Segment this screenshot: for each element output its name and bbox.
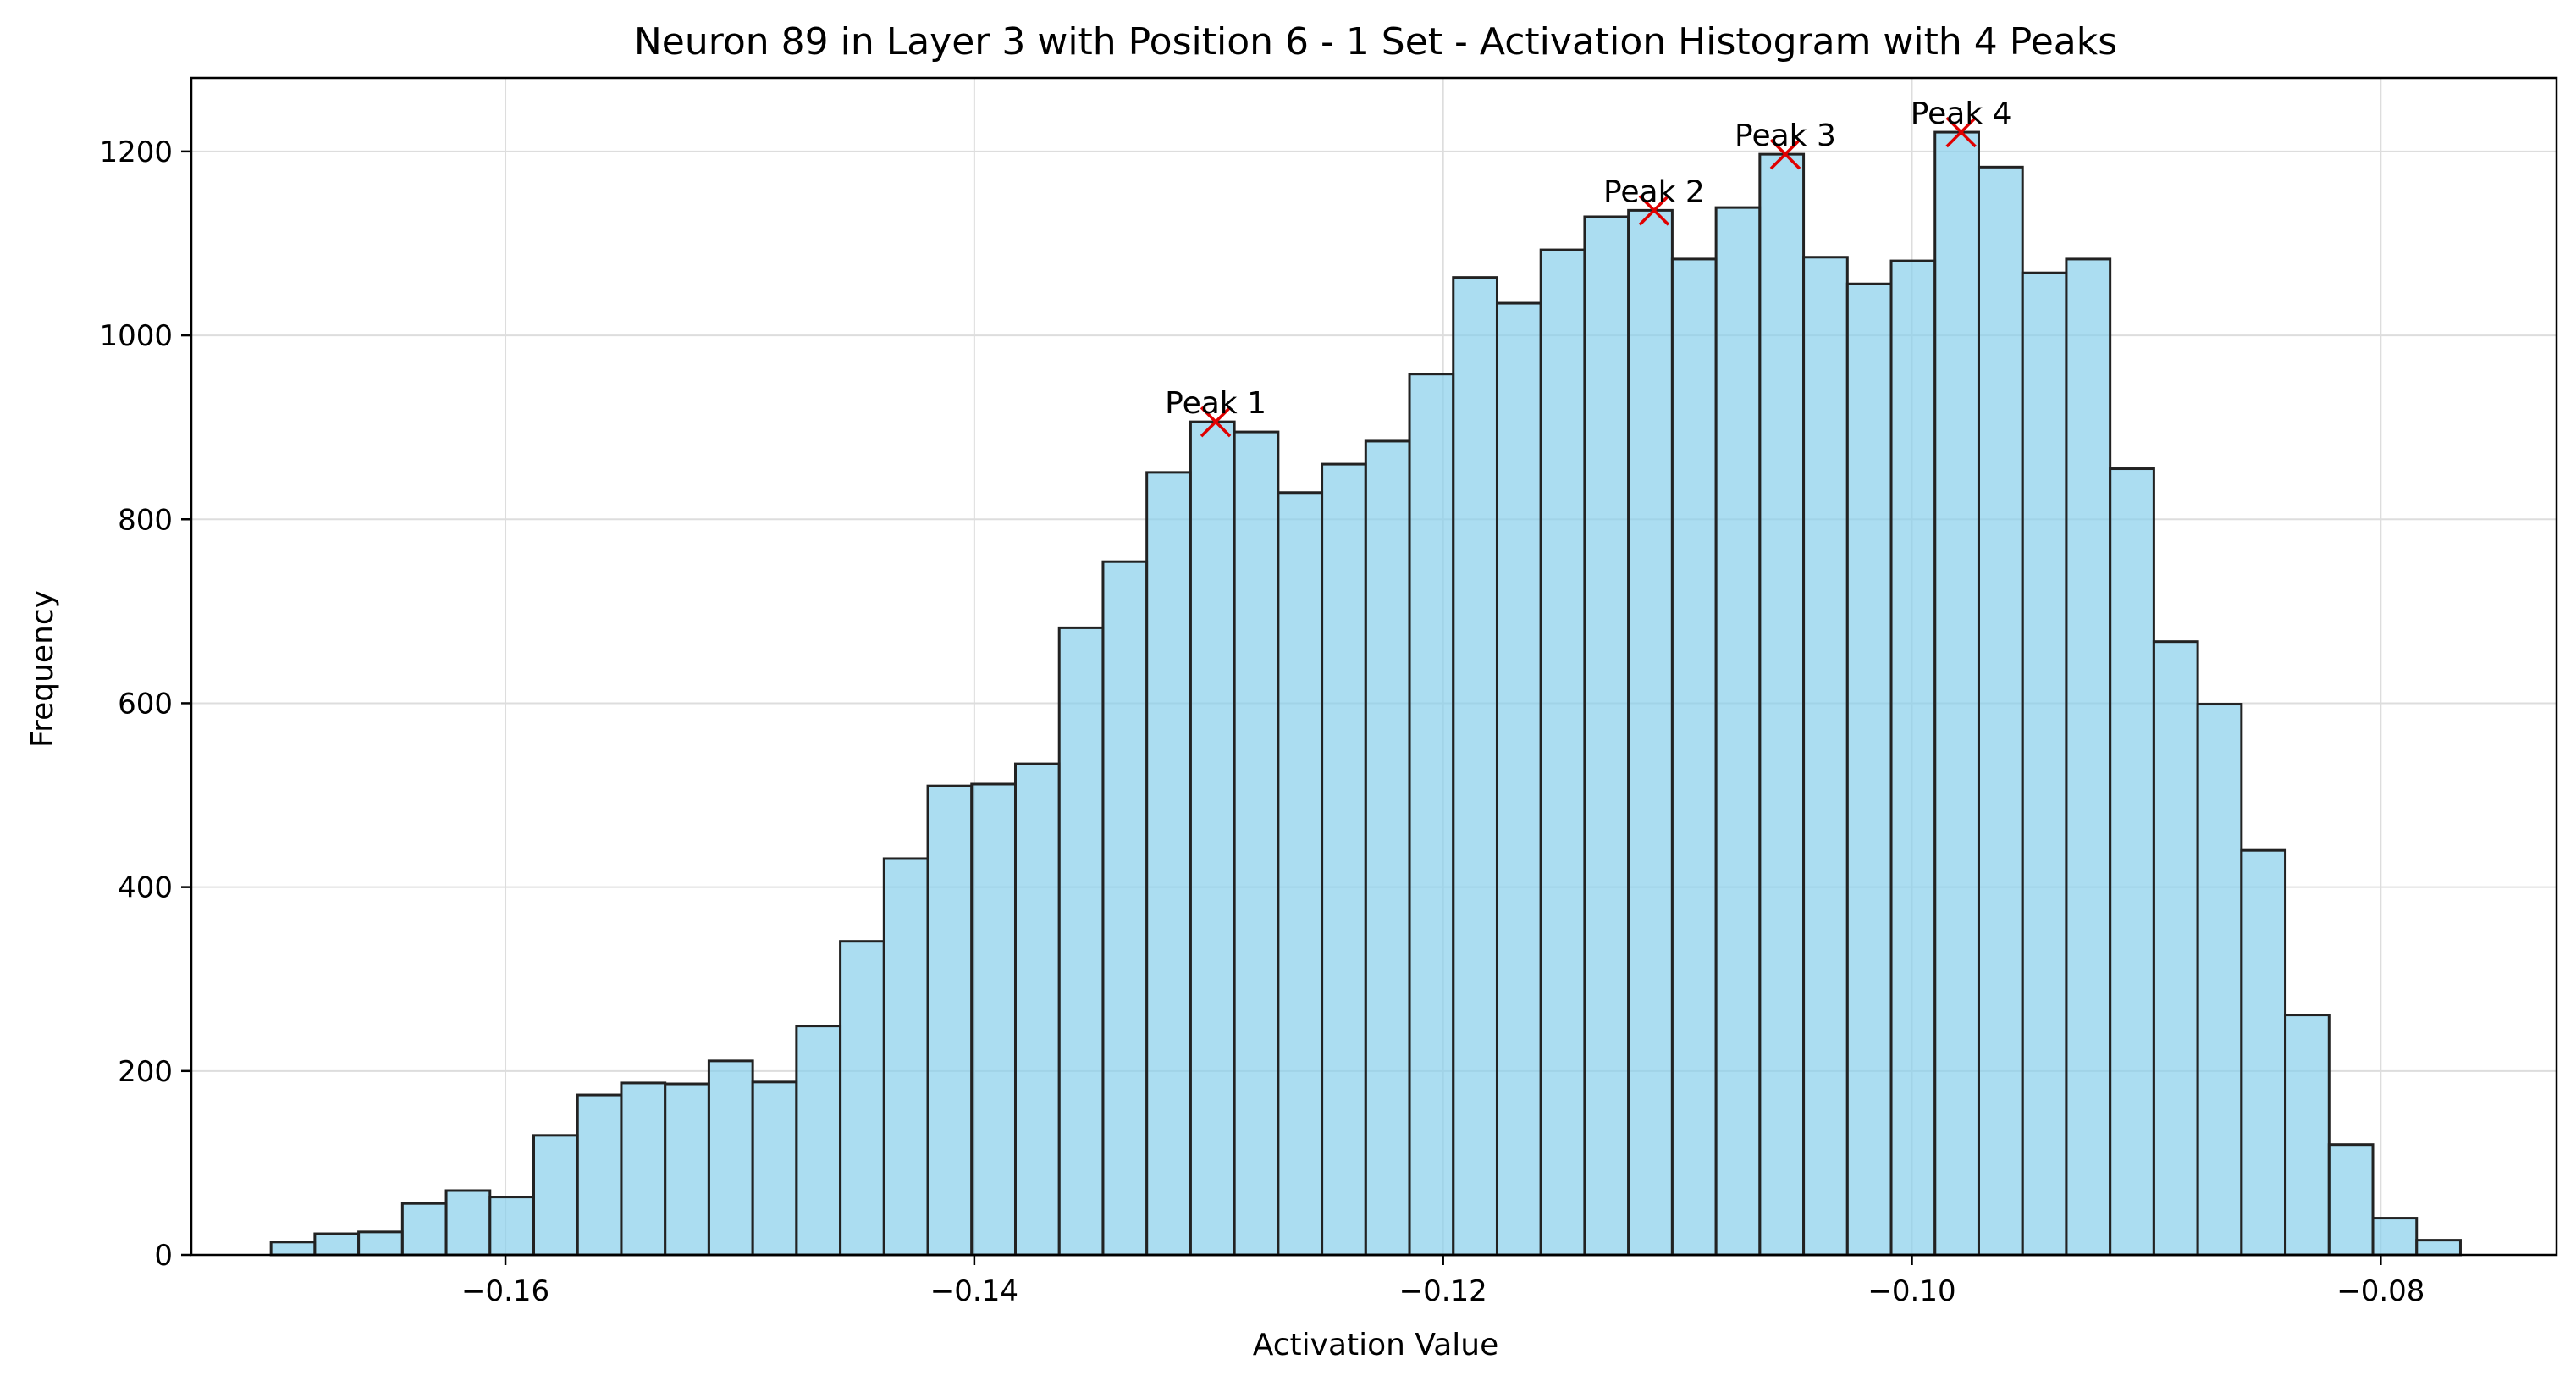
histogram-bars (269, 130, 2462, 1257)
histogram-bar (313, 1232, 361, 1257)
histogram-bar (444, 1189, 492, 1257)
histogram-bar (1057, 626, 1105, 1257)
histogram-bar (1758, 152, 1806, 1257)
histogram-bar (1889, 259, 1937, 1257)
histogram-bar (1495, 301, 1542, 1257)
histogram-bar (2327, 1143, 2375, 1257)
histogram-bar (2152, 640, 2199, 1257)
peak-label: Peak 1 (1165, 386, 1266, 421)
histogram-bar (1627, 208, 1674, 1257)
histogram-bar (1539, 248, 1586, 1257)
histogram-bar (882, 857, 929, 1257)
histogram-bar (707, 1059, 754, 1257)
peak-x-mark (1945, 116, 1977, 148)
x-tick-label: −0.14 (930, 1274, 1018, 1308)
y-tick-label: 400 (118, 871, 173, 905)
y-tick-label: 1200 (99, 135, 173, 169)
histogram-bar (1452, 276, 1498, 1257)
histogram-bar (1977, 165, 2024, 1257)
histogram-bar (2021, 271, 2068, 1257)
histogram-bar (1933, 130, 1980, 1257)
histogram-bar (2371, 1217, 2419, 1257)
histogram-bar (795, 1025, 842, 1257)
x-tick-label: −0.16 (461, 1274, 549, 1308)
histogram-bar (970, 782, 1017, 1257)
histogram-bar (2196, 703, 2243, 1257)
histogram-bar (2109, 467, 2155, 1257)
histogram-bar (751, 1080, 798, 1257)
histogram-bar (576, 1093, 623, 1257)
histogram-bar (1233, 430, 1280, 1257)
y-axis-label: Frequency (25, 590, 60, 748)
peak-label: Peak 3 (1735, 119, 1836, 153)
chart-title: Neuron 89 in Layer 3 with Position 6 - 1… (634, 20, 2117, 64)
histogram-bar (926, 784, 974, 1257)
histogram-bar (1101, 560, 1149, 1257)
histogram-bar (1583, 215, 1630, 1257)
histogram-bar (400, 1202, 448, 1257)
peak-markers: Peak 1 Peak 2 Peak 3 Peak 4 (1165, 97, 2012, 438)
peak-marker (1945, 116, 1977, 148)
histogram-bar (2240, 848, 2287, 1257)
y-tick-label: 0 (154, 1239, 173, 1273)
histogram-bar (1277, 491, 1324, 1257)
histogram-bar (357, 1230, 404, 1257)
x-tick-label: −0.08 (2336, 1274, 2424, 1308)
histogram-bar (839, 940, 885, 1257)
y-tick-label: 800 (118, 503, 173, 537)
histogram-bar (2284, 1014, 2331, 1257)
histogram-bar (664, 1082, 710, 1257)
histogram-bar (1145, 471, 1192, 1257)
y-axis-ticks: 0 200 400 600 800 1000 1200 (99, 135, 191, 1273)
plot-frame (190, 76, 2558, 1257)
histogram-bar (1321, 462, 1367, 1257)
peak-x-mark (1769, 138, 1801, 170)
histogram-bar (2065, 257, 2112, 1257)
histogram-bar (2415, 1239, 2462, 1257)
y-tick-label: 1000 (99, 319, 173, 353)
histogram-bar (532, 1134, 579, 1257)
peak-label: Peak 4 (1911, 97, 2012, 131)
peak-marker (1200, 406, 1232, 438)
peak-marker (1638, 195, 1670, 226)
histogram-bar (1013, 762, 1061, 1257)
histogram-bar (1714, 206, 1762, 1257)
x-tick-label: −0.12 (1399, 1274, 1487, 1308)
peak-x-mark (1200, 406, 1232, 438)
histogram-bar (1189, 420, 1236, 1257)
peak-x-mark (1638, 195, 1670, 226)
x-axis-ticks: −0.16 −0.14 −0.12 −0.10 −0.08 (461, 1255, 2424, 1308)
histogram-bar (1408, 373, 1455, 1257)
peak-label: Peak 2 (1603, 174, 1705, 209)
histogram-bar (620, 1081, 667, 1257)
y-tick-label: 600 (118, 687, 173, 721)
histogram-bar (1845, 282, 1893, 1257)
x-axis-label: Activation Value (1253, 1328, 1499, 1362)
histogram-bar (1364, 439, 1411, 1257)
histogram-bar (488, 1196, 536, 1257)
histogram-bar (1802, 256, 1849, 1257)
histogram-bar (1670, 257, 1718, 1257)
y-tick-label: 200 (118, 1055, 173, 1089)
x-tick-label: −0.10 (1867, 1274, 1955, 1308)
histogram-bar (269, 1241, 317, 1257)
peak-marker (1769, 138, 1801, 170)
